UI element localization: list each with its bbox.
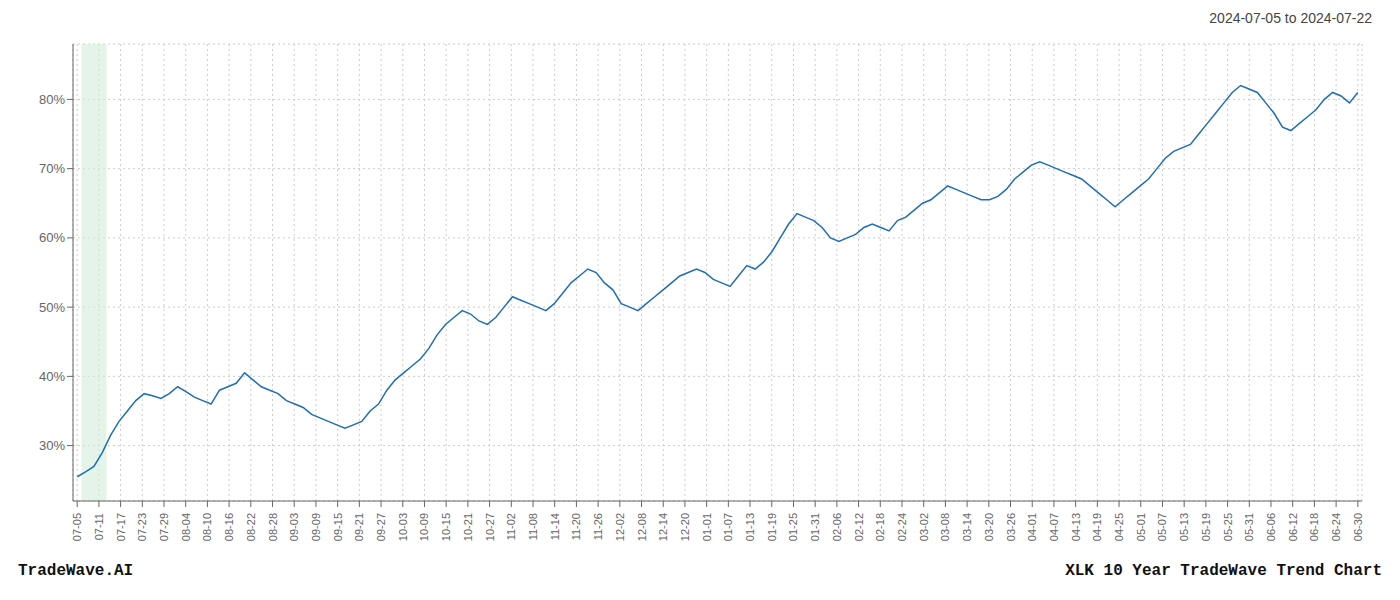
svg-text:06-18: 06-18 — [1308, 513, 1320, 541]
svg-text:08-28: 08-28 — [267, 513, 279, 541]
svg-text:09-03: 09-03 — [288, 513, 300, 541]
svg-text:01-19: 01-19 — [766, 513, 778, 541]
svg-text:07-29: 07-29 — [158, 513, 170, 541]
svg-text:01-01: 01-01 — [701, 513, 713, 541]
svg-text:05-07: 05-07 — [1156, 513, 1168, 541]
svg-text:12-14: 12-14 — [657, 513, 669, 541]
svg-text:04-07: 04-07 — [1048, 513, 1060, 541]
svg-text:08-16: 08-16 — [223, 513, 235, 541]
svg-text:06-12: 06-12 — [1287, 513, 1299, 541]
html-text:TradeWave.AI: TradeWave.AI — [18, 562, 134, 580]
svg-text:10-27: 10-27 — [484, 513, 496, 541]
svg-text:04-19: 04-19 — [1091, 513, 1103, 541]
svg-text:04-13: 04-13 — [1070, 513, 1082, 541]
svg-text:04-25: 04-25 — [1113, 513, 1125, 541]
svg-text:06-24: 06-24 — [1330, 513, 1342, 541]
html-text:XLK 10 Year TradeWave Trend Ch: XLK 10 Year TradeWave Trend Chart — [1065, 562, 1382, 580]
svg-text:05-25: 05-25 — [1222, 513, 1234, 541]
svg-text:08-10: 08-10 — [201, 513, 213, 541]
svg-text:05-13: 05-13 — [1178, 513, 1190, 541]
svg-text:09-15: 09-15 — [332, 513, 344, 541]
svg-text:02-06: 02-06 — [831, 513, 843, 541]
svg-text:03-26: 03-26 — [1005, 513, 1017, 541]
svg-text:09-09: 09-09 — [310, 513, 322, 541]
html-text:2024-07-05 to 2024-07-22: 2024-07-05 to 2024-07-22 — [1209, 10, 1372, 26]
svg-text:60%: 60% — [39, 230, 65, 245]
svg-text:06-06: 06-06 — [1265, 513, 1277, 541]
svg-text:10-03: 10-03 — [397, 513, 409, 541]
svg-text:06-30: 06-30 — [1352, 513, 1364, 541]
svg-text:08-22: 08-22 — [245, 513, 257, 541]
svg-text:09-21: 09-21 — [353, 513, 365, 541]
svg-text:30%: 30% — [39, 438, 65, 453]
svg-text:02-24: 02-24 — [896, 513, 908, 541]
svg-text:70%: 70% — [39, 161, 65, 176]
svg-text:40%: 40% — [39, 369, 65, 384]
svg-text:07-23: 07-23 — [136, 513, 148, 541]
svg-text:11-02: 11-02 — [505, 513, 517, 540]
svg-text:11-08: 11-08 — [527, 513, 539, 540]
svg-text:11-20: 11-20 — [570, 513, 582, 540]
svg-text:07-17: 07-17 — [115, 513, 127, 541]
svg-text:12-08: 12-08 — [636, 513, 648, 541]
svg-text:02-18: 02-18 — [874, 513, 886, 541]
svg-text:01-25: 01-25 — [787, 513, 799, 541]
svg-text:80%: 80% — [39, 92, 65, 107]
svg-text:03-20: 03-20 — [983, 513, 995, 541]
svg-text:07-05: 07-05 — [71, 513, 83, 541]
svg-text:01-07: 01-07 — [722, 513, 734, 541]
svg-text:04-01: 04-01 — [1026, 513, 1038, 541]
svg-text:01-31: 01-31 — [809, 513, 821, 541]
svg-text:01-13: 01-13 — [744, 513, 756, 541]
svg-text:11-26: 11-26 — [592, 513, 604, 540]
svg-text:02-12: 02-12 — [853, 513, 865, 541]
svg-text:05-01: 05-01 — [1135, 513, 1147, 541]
svg-text:07-11: 07-11 — [93, 513, 105, 540]
svg-text:09-27: 09-27 — [375, 513, 387, 541]
svg-text:10-09: 10-09 — [418, 513, 430, 541]
svg-text:12-02: 12-02 — [614, 513, 626, 541]
svg-text:05-19: 05-19 — [1200, 513, 1212, 541]
svg-text:05-31: 05-31 — [1243, 513, 1255, 541]
svg-text:03-14: 03-14 — [961, 513, 973, 541]
svg-text:03-08: 03-08 — [939, 513, 951, 541]
svg-text:50%: 50% — [39, 300, 65, 315]
svg-text:10-15: 10-15 — [440, 513, 452, 541]
svg-text:03-02: 03-02 — [918, 513, 930, 541]
svg-text:12-20: 12-20 — [679, 513, 691, 541]
svg-text:08-04: 08-04 — [180, 513, 192, 541]
svg-text:11-14: 11-14 — [549, 513, 561, 540]
svg-text:10-21: 10-21 — [462, 513, 474, 541]
